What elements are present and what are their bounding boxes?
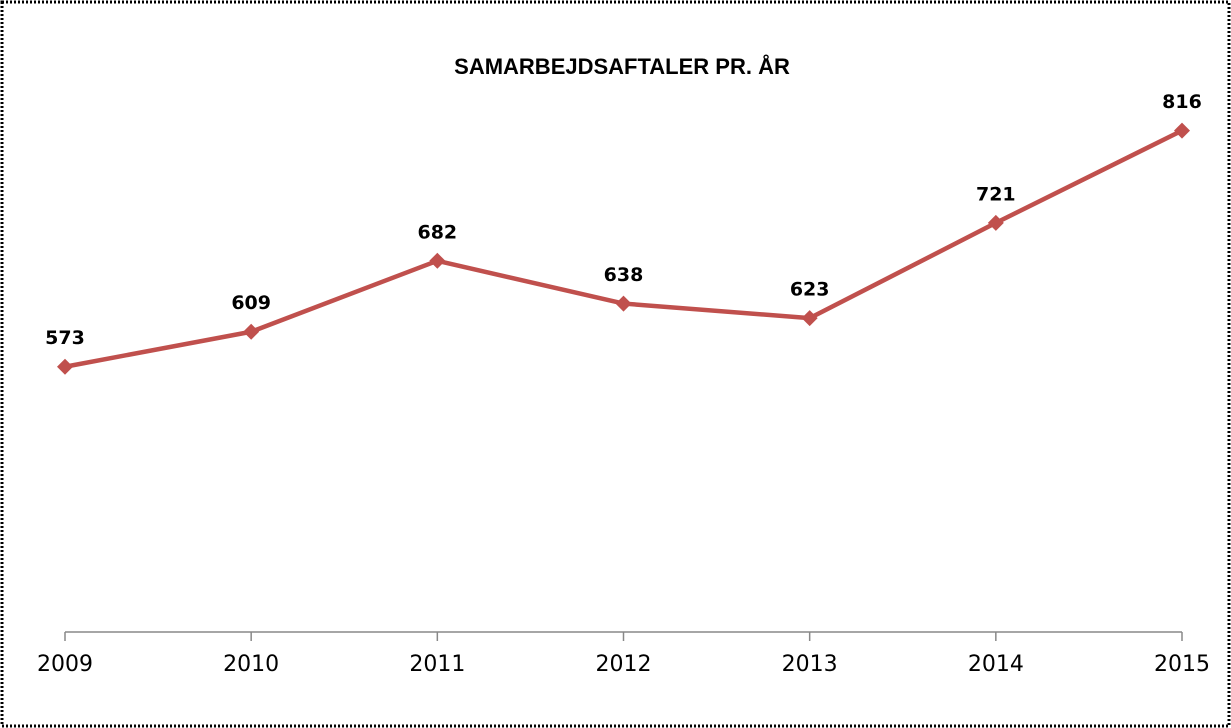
marker (57, 358, 73, 375)
data-label: 721 (976, 183, 1016, 205)
data-label: 573 (45, 327, 85, 349)
x-tick-label: 2013 (782, 652, 838, 677)
marker (615, 295, 632, 312)
x-tick-label: 2015 (1154, 652, 1210, 677)
x-tick-label: 2012 (596, 652, 652, 677)
marker (429, 252, 446, 269)
marker (1174, 122, 1190, 139)
data-label: 638 (604, 264, 644, 286)
x-tick-label: 2010 (223, 652, 279, 677)
x-tick-label: 2014 (968, 652, 1024, 677)
marker (243, 323, 260, 340)
x-tick-label: 2009 (37, 652, 93, 677)
data-label: 623 (790, 279, 830, 301)
data-label: 816 (1162, 91, 1202, 113)
x-tick-label: 2011 (409, 652, 465, 677)
data-label: 609 (231, 292, 271, 314)
chart-title: SAMARBEJDSAFTALER PR. ÅR (454, 53, 790, 79)
marker (801, 310, 818, 327)
data-label: 682 (417, 221, 457, 243)
marker (987, 214, 1004, 231)
